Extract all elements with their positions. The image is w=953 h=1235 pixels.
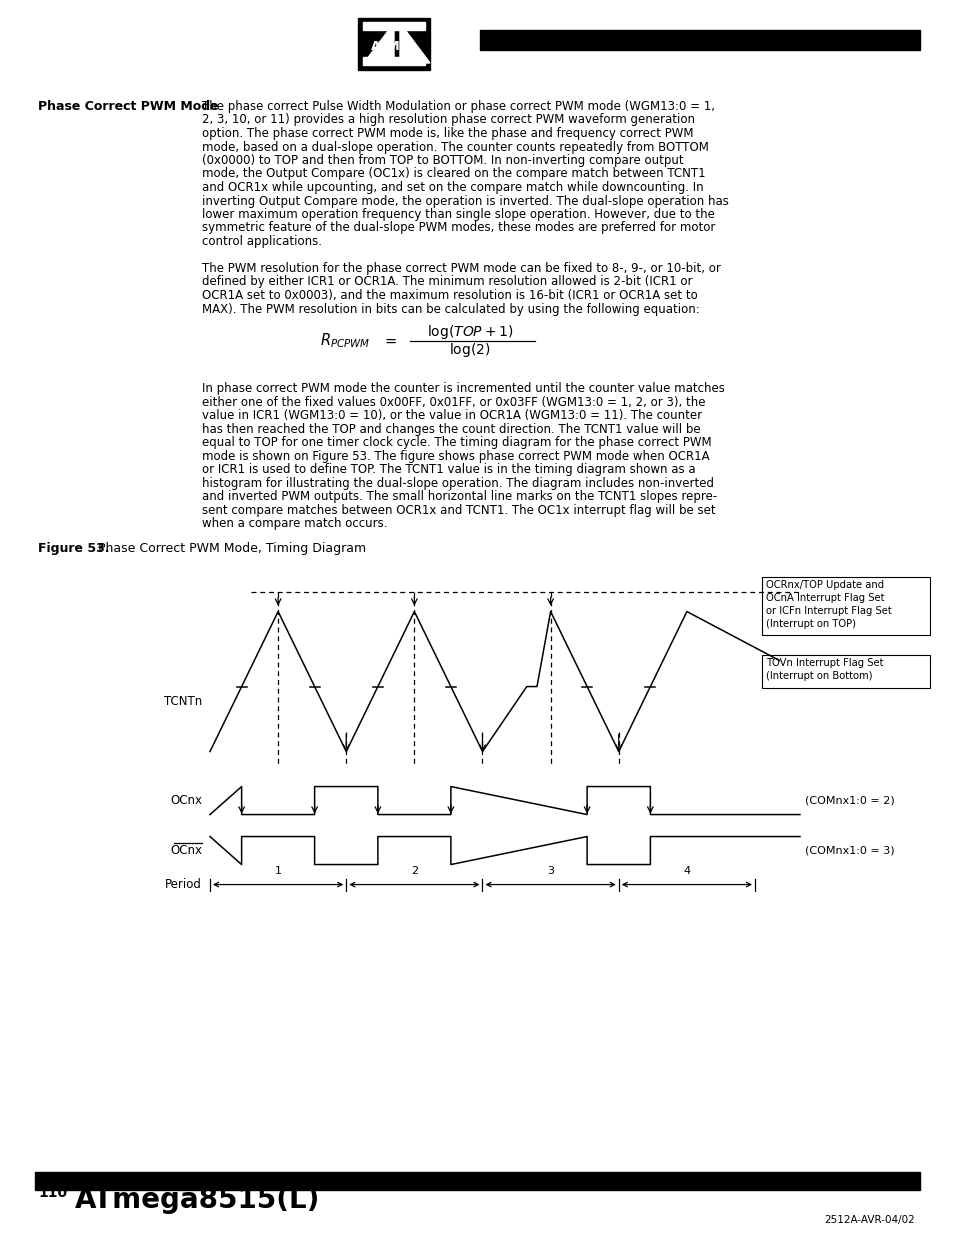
Text: Phase Correct PWM Mode: Phase Correct PWM Mode (38, 100, 218, 112)
Text: (0x0000) to TOP and then from TOP to BOTTOM. In non-inverting compare output: (0x0000) to TOP and then from TOP to BOT… (202, 154, 683, 167)
Text: control applications.: control applications. (202, 235, 322, 248)
Text: ATMEL: ATMEL (371, 41, 416, 53)
Text: ATmega8515(L): ATmega8515(L) (75, 1186, 320, 1214)
Polygon shape (399, 23, 430, 63)
Text: TOVn Interrupt Flag Set
(Interrupt on Bottom): TOVn Interrupt Flag Set (Interrupt on Bo… (765, 657, 882, 680)
Text: The phase correct Pulse Width Modulation or phase correct PWM mode (WGM13:0 = 1,: The phase correct Pulse Width Modulation… (202, 100, 714, 112)
Text: mode, based on a dual-slope operation. The counter counts repeatedly from BOTTOM: mode, based on a dual-slope operation. T… (202, 141, 708, 153)
Text: 3: 3 (547, 866, 554, 876)
Text: MAX). The PWM resolution in bits can be calculated by using the following equati: MAX). The PWM resolution in bits can be … (202, 303, 699, 315)
Text: lower maximum operation frequency than single slope operation. However, due to t: lower maximum operation frequency than s… (202, 207, 714, 221)
Text: 2512A-AVR-04/02: 2512A-AVR-04/02 (823, 1215, 914, 1225)
Text: $=$: $=$ (381, 333, 397, 348)
Bar (357, 19, 430, 70)
Bar (479, 30, 919, 49)
Text: OCR1A set to 0x0003), and the maximum resolution is 16-bit (ICR1 or OCR1A set to: OCR1A set to 0x0003), and the maximum re… (202, 289, 697, 303)
Text: either one of the fixed values 0x00FF, 0x01FF, or 0x03FF (WGM13:0 = 1, 2, or 3),: either one of the fixed values 0x00FF, 0… (202, 395, 705, 409)
Text: $\log(2)$: $\log(2)$ (449, 341, 490, 358)
Text: The PWM resolution for the phase correct PWM mode can be fixed to 8-, 9-, or 10-: The PWM resolution for the phase correct… (202, 262, 720, 275)
Text: sent compare matches between OCR1x and TCNT1. The OC1x interrupt flag will be se: sent compare matches between OCR1x and T… (202, 504, 715, 516)
Text: 1: 1 (274, 866, 281, 876)
Text: equal to TOP for one timer clock cycle. The timing diagram for the phase correct: equal to TOP for one timer clock cycle. … (202, 436, 711, 450)
Text: TCNTn: TCNTn (164, 695, 202, 708)
Text: $\log(TOP + 1)$: $\log(TOP + 1)$ (426, 322, 513, 341)
Polygon shape (364, 23, 394, 63)
Text: 2, 3, 10, or 11) provides a high resolution phase correct PWM waveform generatio: 2, 3, 10, or 11) provides a high resolut… (202, 114, 695, 126)
Text: $R_{PCPWM}$: $R_{PCPWM}$ (319, 331, 370, 350)
Text: 2: 2 (411, 866, 417, 876)
Text: histogram for illustrating the dual-slope operation. The diagram includes non-in: histogram for illustrating the dual-slop… (202, 477, 713, 490)
Text: symmetric feature of the dual-slope PWM modes, these modes are preferred for mot: symmetric feature of the dual-slope PWM … (202, 221, 715, 235)
Text: and inverted PWM outputs. The small horizontal line marks on the TCNT1 slopes re: and inverted PWM outputs. The small hori… (202, 490, 717, 503)
Text: Period: Period (165, 878, 202, 890)
Bar (761, 577, 929, 635)
Bar (35, 1172, 919, 1191)
Text: (COMnx1:0 = 2): (COMnx1:0 = 2) (804, 795, 894, 805)
Text: or ICR1 is used to define TOP. The TCNT1 value is in the timing diagram shown as: or ICR1 is used to define TOP. The TCNT1… (202, 463, 695, 477)
Text: (COMnx1:0 = 3): (COMnx1:0 = 3) (804, 846, 894, 856)
Text: OCnx: OCnx (170, 794, 202, 806)
Bar (761, 655, 929, 688)
Text: value in ICR1 (WGM13:0 = 10), or the value in OCR1A (WGM13:0 = 11). The counter: value in ICR1 (WGM13:0 = 10), or the val… (202, 409, 701, 422)
Text: OCRnx/TOP Update and
OCnA Interrupt Flag Set
or ICFn Interrupt Flag Set
(Interru: OCRnx/TOP Update and OCnA Interrupt Flag… (765, 579, 891, 629)
Text: mode, the Output Compare (OC1x) is cleared on the compare match between TCNT1: mode, the Output Compare (OC1x) is clear… (202, 168, 705, 180)
Text: OCnx: OCnx (170, 844, 202, 857)
Text: 110: 110 (38, 1186, 67, 1200)
Text: option. The phase correct PWM mode is, like the phase and frequency correct PWM: option. The phase correct PWM mode is, l… (202, 127, 693, 140)
Text: when a compare match occurs.: when a compare match occurs. (202, 517, 387, 530)
Text: inverting Output Compare mode, the operation is inverted. The dual-slope operati: inverting Output Compare mode, the opera… (202, 194, 728, 207)
Text: Phase Correct PWM Mode, Timing Diagram: Phase Correct PWM Mode, Timing Diagram (90, 542, 366, 555)
Text: Figure 53.: Figure 53. (38, 542, 110, 555)
Text: In phase correct PWM mode the counter is incremented until the counter value mat: In phase correct PWM mode the counter is… (202, 383, 724, 395)
Text: mode is shown on Figure 53. The figure shows phase correct PWM mode when OCR1A: mode is shown on Figure 53. The figure s… (202, 450, 709, 463)
Text: and OCR1x while upcounting, and set on the compare match while downcounting. In: and OCR1x while upcounting, and set on t… (202, 182, 703, 194)
Bar (363, 57, 424, 65)
Text: defined by either ICR1 or OCR1A. The minimum resolution allowed is 2-bit (ICR1 o: defined by either ICR1 or OCR1A. The min… (202, 275, 692, 289)
Bar (363, 22, 424, 30)
Text: 4: 4 (682, 866, 690, 876)
Text: has then reached the TOP and changes the count direction. The TCNT1 value will b: has then reached the TOP and changes the… (202, 422, 700, 436)
